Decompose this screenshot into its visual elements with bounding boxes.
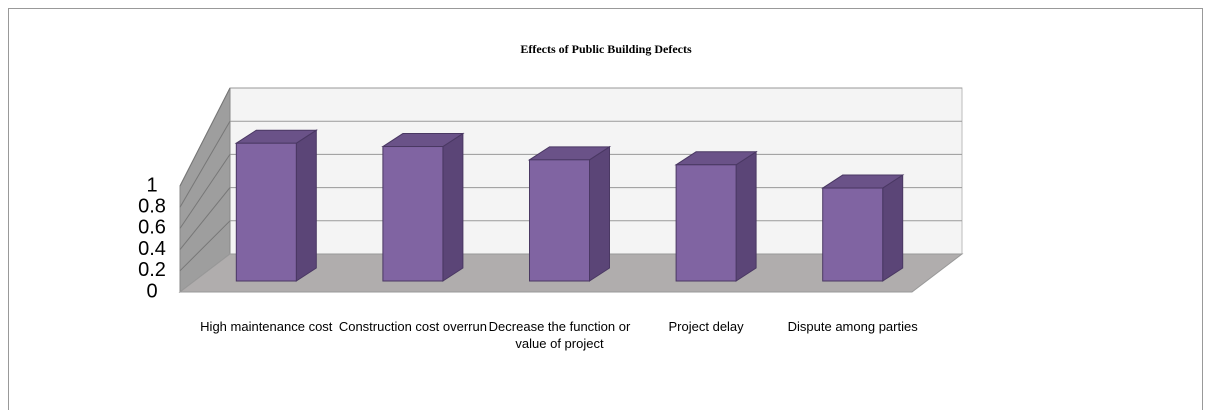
x-tick-label: Decrease the function or value of projec… (488, 319, 631, 351)
x-tick-label: High maintenance cost (200, 319, 333, 334)
chart-title: Effects of Public Building Defects (520, 42, 692, 56)
side-grid-line (179, 220, 231, 272)
x-tick-label: Project delay (668, 319, 744, 334)
x-tick-label: Construction cost overrun (338, 319, 487, 334)
bar-side (295, 129, 317, 282)
bar (822, 187, 884, 282)
bar-side (589, 145, 610, 282)
bar-side (882, 174, 904, 282)
side-grid-line (179, 187, 231, 250)
bar (675, 164, 737, 282)
bar (382, 146, 444, 282)
y-tick-label: 0.4 (138, 238, 166, 260)
bar (529, 159, 590, 282)
y-tick-label: 0.2 (138, 259, 166, 281)
side-grid-line (179, 87, 231, 187)
y-tick-label: 0.6 (138, 217, 166, 239)
bar-side (735, 150, 757, 282)
bar (235, 142, 297, 282)
bar-side (442, 132, 464, 282)
side-grid-line (179, 120, 231, 208)
x-tick-label: Dispute among parties (787, 319, 918, 334)
side-grid-line (179, 154, 231, 229)
y-tick-label: 0.8 (138, 195, 166, 217)
chart-frame (8, 8, 1203, 410)
y-tick-label: 1 (146, 174, 157, 196)
y-tick-label: 0 (146, 280, 157, 302)
